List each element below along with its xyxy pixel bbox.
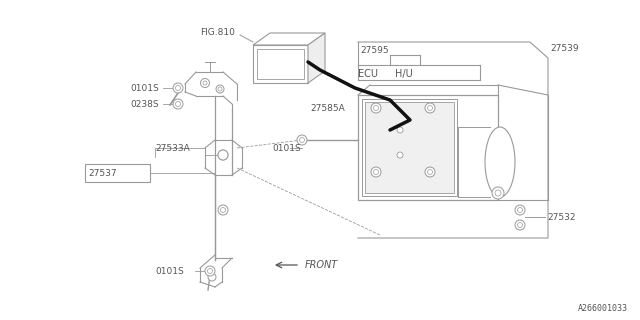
Text: 0101S: 0101S — [130, 84, 159, 92]
Text: ECU: ECU — [358, 69, 378, 79]
Circle shape — [425, 103, 435, 113]
Circle shape — [371, 167, 381, 177]
Circle shape — [397, 127, 403, 133]
Circle shape — [218, 87, 222, 91]
Bar — [257, 49, 304, 79]
Circle shape — [518, 222, 522, 228]
Circle shape — [208, 273, 216, 281]
Circle shape — [221, 153, 225, 157]
Bar — [358, 95, 498, 200]
Text: 0101S: 0101S — [155, 267, 184, 276]
Text: 27539: 27539 — [550, 44, 579, 52]
Circle shape — [205, 266, 215, 276]
Circle shape — [397, 152, 403, 158]
Bar — [85, 164, 150, 182]
Circle shape — [518, 207, 522, 212]
Circle shape — [218, 150, 228, 160]
Bar — [253, 45, 308, 83]
Bar — [365, 102, 454, 193]
Circle shape — [173, 83, 183, 93]
Circle shape — [297, 135, 307, 145]
Text: 27532: 27532 — [547, 212, 575, 221]
Circle shape — [203, 81, 207, 85]
Circle shape — [428, 170, 433, 174]
Text: 27595: 27595 — [360, 45, 388, 54]
Circle shape — [371, 103, 381, 113]
Circle shape — [200, 78, 209, 87]
Ellipse shape — [485, 127, 515, 197]
Circle shape — [428, 106, 433, 110]
Circle shape — [425, 167, 435, 177]
Text: FIG.810: FIG.810 — [200, 28, 235, 36]
Circle shape — [515, 220, 525, 230]
Text: 0101S: 0101S — [272, 143, 301, 153]
Bar — [362, 99, 457, 196]
Polygon shape — [253, 33, 325, 45]
Circle shape — [221, 207, 225, 212]
Polygon shape — [308, 33, 325, 83]
Circle shape — [218, 205, 228, 215]
Circle shape — [175, 85, 180, 91]
Circle shape — [175, 101, 180, 107]
Text: 27533A: 27533A — [155, 143, 189, 153]
Circle shape — [300, 138, 305, 142]
Circle shape — [216, 85, 224, 93]
Text: A266001033: A266001033 — [578, 304, 628, 313]
Circle shape — [173, 99, 183, 109]
Circle shape — [218, 150, 228, 160]
Circle shape — [207, 268, 212, 274]
Text: FRONT: FRONT — [305, 260, 339, 270]
Text: 27537: 27537 — [88, 169, 116, 178]
Circle shape — [495, 190, 501, 196]
Text: H/U: H/U — [395, 69, 413, 79]
Circle shape — [374, 170, 378, 174]
Circle shape — [492, 187, 504, 199]
Text: 0238S: 0238S — [130, 100, 159, 108]
Circle shape — [515, 205, 525, 215]
Text: 27585A: 27585A — [310, 103, 345, 113]
Circle shape — [374, 106, 378, 110]
